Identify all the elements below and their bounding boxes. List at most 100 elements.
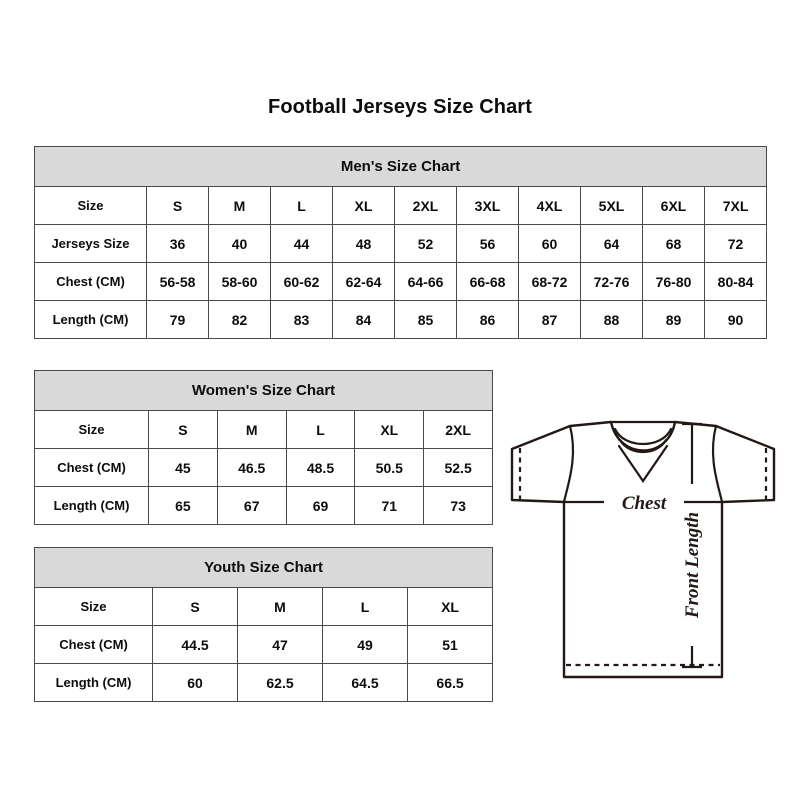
table-row: Jerseys Size 36 40 44 48 52 56 60 64 68 … [34, 224, 768, 263]
table-caption-row: Women's Size Chart [33, 370, 494, 411]
mens-jerseys-size-7: 64 [580, 224, 643, 263]
jersey-measurement-diagram: Chest Front Length [498, 402, 788, 697]
youth-size-s: S [152, 587, 238, 626]
row-label-size: Size [34, 186, 147, 225]
mens-chest-6: 68-72 [518, 262, 581, 301]
womens-size-xl: XL [354, 410, 425, 449]
chest-measure-label: Chest [622, 493, 667, 514]
youth-size-m: M [237, 587, 323, 626]
table-row: Length (CM) 65 67 69 71 73 [34, 486, 494, 525]
row-label-jerseys-size: Jerseys Size [34, 224, 147, 263]
table-row: Chest (CM) 56-58 58-60 60-62 62-64 64-66… [34, 262, 768, 301]
mens-jerseys-size-3: 48 [332, 224, 395, 263]
womens-length-2: 69 [285, 486, 356, 525]
womens-chest-2: 48.5 [285, 448, 356, 487]
mens-length-3: 84 [332, 300, 395, 339]
collar-inner-line-1 [613, 427, 673, 446]
youth-chest-2: 49 [322, 625, 408, 664]
row-label-chest: Chest (CM) [34, 262, 147, 301]
row-label-length: Length (CM) [34, 486, 149, 525]
mens-length-2: 83 [270, 300, 333, 339]
youth-chest-0: 44.5 [152, 625, 238, 664]
youth-size-chart-table: Youth Size Chart Size S M L XL Chest (CM… [33, 547, 494, 702]
right-armhole-seam [711, 424, 724, 504]
mens-size-xl: XL [332, 186, 395, 225]
mens-chest-4: 64-66 [394, 262, 457, 301]
collar-inner-line-2 [618, 438, 668, 453]
womens-size-s: S [148, 410, 218, 449]
womens-size-2xl: 2XL [423, 410, 494, 449]
mens-chest-5: 66-68 [456, 262, 519, 301]
left-armhole-seam [562, 424, 575, 504]
table-row: Length (CM) 60 62.5 64.5 66.5 [34, 663, 494, 702]
womens-length-0: 65 [148, 486, 218, 525]
mens-jerseys-size-2: 44 [270, 224, 333, 263]
table-row: Size S M L XL 2XL 3XL 4XL 5XL 6XL 7XL [34, 186, 768, 225]
table-row: Chest (CM) 44.5 47 49 51 [34, 625, 494, 664]
womens-length-4: 73 [423, 486, 494, 525]
row-label-size: Size [34, 410, 149, 449]
mens-jerseys-size-6: 60 [518, 224, 581, 263]
womens-chest-1: 46.5 [216, 448, 287, 487]
mens-size-6xl: 6XL [642, 186, 705, 225]
front-length-measure-label: Front Length [682, 512, 703, 619]
table-caption-row: Men's Size Chart [33, 146, 768, 187]
table-row: Size S M L XL [34, 587, 494, 626]
row-label-size: Size [34, 587, 153, 626]
mens-length-8: 89 [642, 300, 705, 339]
mens-size-4xl: 4XL [518, 186, 581, 225]
mens-chest-3: 62-64 [332, 262, 395, 301]
mens-size-chart-table: Men's Size Chart Size S M L XL 2XL 3XL 4… [33, 146, 768, 339]
mens-chest-9: 80-84 [703, 262, 768, 301]
mens-length-7: 88 [580, 300, 643, 339]
mens-jerseys-size-5: 56 [456, 224, 519, 263]
youth-length-1: 62.5 [237, 663, 323, 702]
youth-length-3: 66.5 [406, 663, 494, 702]
mens-length-1: 82 [208, 300, 271, 339]
mens-chest-0: 56-58 [146, 262, 209, 301]
v-neck-inner-v [617, 444, 669, 483]
womens-size-m: M [216, 410, 287, 449]
mens-length-6: 87 [518, 300, 581, 339]
mens-jerseys-size-8: 68 [642, 224, 705, 263]
mens-chest-2: 60-62 [270, 262, 333, 301]
mens-chest-1: 58-60 [208, 262, 271, 301]
row-label-chest: Chest (CM) [34, 448, 149, 487]
mens-chest-7: 72-76 [580, 262, 643, 301]
mens-length-5: 86 [456, 300, 519, 339]
mens-chart-caption: Men's Size Chart [33, 146, 768, 187]
youth-size-xl: XL [406, 587, 494, 626]
womens-chest-3: 50.5 [354, 448, 425, 487]
mens-jerseys-size-4: 52 [394, 224, 457, 263]
mens-length-4: 85 [394, 300, 457, 339]
mens-size-7xl: 7XL [703, 186, 768, 225]
page-title: Football Jerseys Size Chart [268, 96, 532, 118]
shirt-body-outline [510, 420, 776, 679]
mens-size-5xl: 5XL [580, 186, 643, 225]
mens-size-l: L [270, 186, 333, 225]
youth-length-2: 64.5 [322, 663, 408, 702]
womens-chest-4: 52.5 [423, 448, 494, 487]
youth-length-0: 60 [152, 663, 238, 702]
womens-length-3: 71 [354, 486, 425, 525]
mens-jerseys-size-9: 72 [703, 224, 768, 263]
mens-jerseys-size-1: 40 [208, 224, 271, 263]
womens-chart-caption: Women's Size Chart [33, 370, 494, 411]
mens-size-m: M [208, 186, 271, 225]
mens-size-3xl: 3XL [456, 186, 519, 225]
youth-size-l: L [322, 587, 408, 626]
mens-jerseys-size-0: 36 [146, 224, 209, 263]
womens-length-1: 67 [216, 486, 287, 525]
table-row: Chest (CM) 45 46.5 48.5 50.5 52.5 [34, 448, 494, 487]
youth-chest-1: 47 [237, 625, 323, 664]
row-label-length: Length (CM) [34, 663, 153, 702]
womens-size-chart-table: Women's Size Chart Size S M L XL 2XL Che… [33, 370, 494, 525]
table-row: Size S M L XL 2XL [34, 410, 494, 449]
row-label-chest: Chest (CM) [34, 625, 153, 664]
table-caption-row: Youth Size Chart [33, 547, 494, 588]
table-row: Length (CM) 79 82 83 84 85 86 87 88 89 9… [34, 300, 768, 339]
womens-size-l: L [285, 410, 356, 449]
mens-size-s: S [146, 186, 209, 225]
youth-chest-3: 51 [406, 625, 494, 664]
mens-length-9: 90 [703, 300, 768, 339]
